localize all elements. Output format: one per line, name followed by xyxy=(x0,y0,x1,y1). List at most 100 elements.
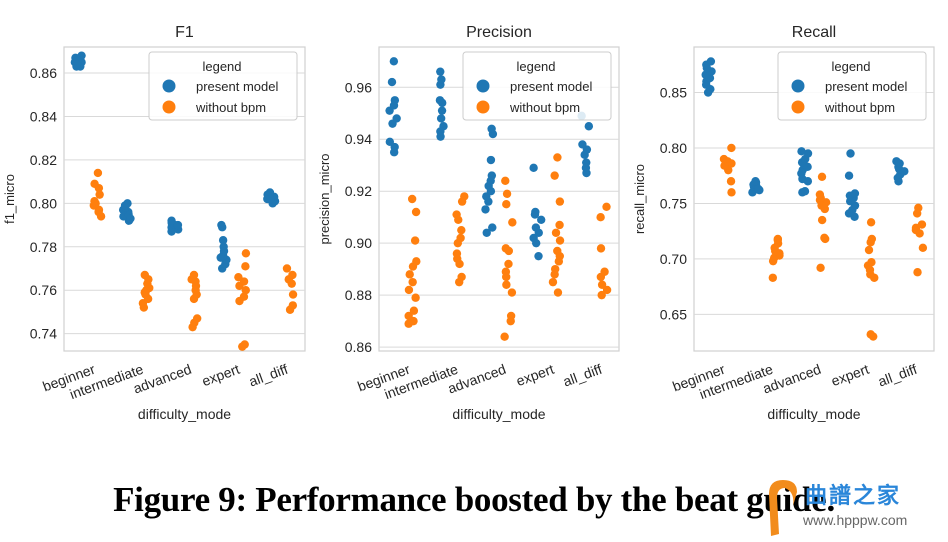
point-without-bpm xyxy=(914,203,923,213)
figure-caption: Figure 9: Performance boosted by the bea… xyxy=(113,480,835,519)
point-without-bpm xyxy=(548,277,558,287)
point-without-bpm xyxy=(234,272,243,282)
point-present-model xyxy=(392,114,401,123)
point-without-bpm xyxy=(867,234,877,244)
legend-entry: present model xyxy=(196,79,278,94)
point-without-bpm xyxy=(500,332,509,341)
point-without-bpm xyxy=(411,207,421,217)
point-present-model xyxy=(218,236,228,245)
x-axis-label: difficulty_mode xyxy=(767,406,860,422)
chart-f1: 0.740.760.780.800.820.840.86F1f1_microbe… xyxy=(2,24,306,422)
point-present-model xyxy=(219,242,228,251)
y-tick-label: 0.76 xyxy=(30,282,57,298)
legend-marker-present-model xyxy=(162,79,176,93)
watermark: 曲譜之家 www.hpppw.com xyxy=(765,470,945,540)
point-without-bpm xyxy=(553,246,562,256)
point-without-bpm xyxy=(409,306,419,315)
point-without-bpm xyxy=(551,228,561,237)
point-without-bpm xyxy=(501,176,510,186)
point-present-model xyxy=(529,163,538,173)
point-present-model xyxy=(531,223,541,232)
x-tick-label: all_diff xyxy=(876,361,919,390)
point-without-bpm xyxy=(502,280,511,289)
point-without-bpm xyxy=(866,218,876,227)
point-present-model xyxy=(487,124,496,134)
y-tick-label: 0.86 xyxy=(30,65,57,81)
y-tick-label: 0.65 xyxy=(660,306,687,322)
point-present-model xyxy=(537,215,546,224)
point-present-model xyxy=(266,194,275,204)
legend-marker-without-bpm xyxy=(476,100,490,114)
point-present-model xyxy=(850,189,860,198)
point-present-model xyxy=(72,60,82,69)
point-without-bpm xyxy=(773,234,783,244)
point-without-bpm xyxy=(457,272,466,282)
y-tick-label: 0.94 xyxy=(345,131,372,147)
point-present-model xyxy=(439,122,448,131)
x-tick-label: expert xyxy=(514,361,556,389)
point-without-bpm xyxy=(452,210,461,219)
point-without-bpm xyxy=(241,286,250,295)
chart-title: Precision xyxy=(466,24,532,41)
point-present-model xyxy=(486,155,496,165)
point-without-bpm xyxy=(93,168,103,178)
y-tick-label: 0.85 xyxy=(660,84,687,100)
legend-title: legend xyxy=(516,59,555,74)
point-without-bpm xyxy=(507,288,517,297)
y-tick-label: 0.70 xyxy=(660,251,687,267)
point-without-bpm xyxy=(288,290,298,299)
x-axis-label: difficulty_mode xyxy=(452,406,545,422)
watermark-text: 曲譜之家 xyxy=(805,484,902,509)
y-axis-label: recall_micro xyxy=(632,164,647,234)
point-without-bpm xyxy=(596,212,605,222)
point-without-bpm xyxy=(726,177,736,186)
x-axis-label: difficulty_mode xyxy=(138,406,231,422)
point-without-bpm xyxy=(555,220,564,230)
y-tick-label: 0.80 xyxy=(660,140,687,156)
point-without-bpm xyxy=(501,244,511,253)
legend-box xyxy=(462,51,612,121)
point-without-bpm xyxy=(602,202,611,211)
point-present-model xyxy=(846,149,855,158)
legend-entry: present model xyxy=(510,79,592,94)
point-without-bpm xyxy=(288,270,297,280)
y-tick-label: 0.86 xyxy=(345,339,372,355)
point-present-model xyxy=(481,205,490,214)
legend-marker-present-model xyxy=(791,79,805,93)
legend-title: legend xyxy=(202,59,241,74)
chart-precision: 0.86 0.88 0.90 0.92 0.94 0.96 Precision precisi… xyxy=(317,24,620,422)
point-without-bpm xyxy=(504,259,513,269)
legend-entry: without bpm xyxy=(195,100,266,115)
point-present-model xyxy=(487,171,497,180)
point-without-bpm xyxy=(241,249,251,258)
point-without-bpm xyxy=(719,154,729,164)
point-without-bpm xyxy=(404,285,414,295)
point-present-model xyxy=(389,57,399,66)
point-without-bpm xyxy=(550,264,560,274)
point-present-model xyxy=(436,67,445,76)
point-without-bpm xyxy=(501,267,511,276)
point-present-model xyxy=(800,187,810,196)
legend-box xyxy=(777,51,927,121)
point-without-bpm xyxy=(90,179,99,188)
point-present-model xyxy=(706,57,716,66)
figure-charts: 0.740.760.780.800.820.840.86F1f1_microbe… xyxy=(2,24,935,422)
legend-entry: without bpm xyxy=(824,100,895,115)
point-without-bpm xyxy=(452,249,462,258)
point-present-model xyxy=(435,96,445,105)
y-axis-label: f1_micro xyxy=(2,174,17,224)
point-present-model xyxy=(892,157,901,166)
x-tick-label: all_diff xyxy=(247,361,290,390)
point-without-bpm xyxy=(553,153,562,162)
chart-title: F1 xyxy=(175,24,194,41)
point-without-bpm xyxy=(502,189,512,199)
y-tick-label: 0.82 xyxy=(30,152,57,168)
point-present-model xyxy=(531,207,540,217)
point-present-model xyxy=(390,96,400,105)
legend-marker-without-bpm xyxy=(791,100,805,114)
y-axis-label: precision_micro xyxy=(317,153,332,244)
point-without-bpm xyxy=(815,190,825,199)
point-without-bpm xyxy=(240,340,249,349)
point-without-bpm xyxy=(189,270,199,280)
point-present-model xyxy=(217,220,226,230)
